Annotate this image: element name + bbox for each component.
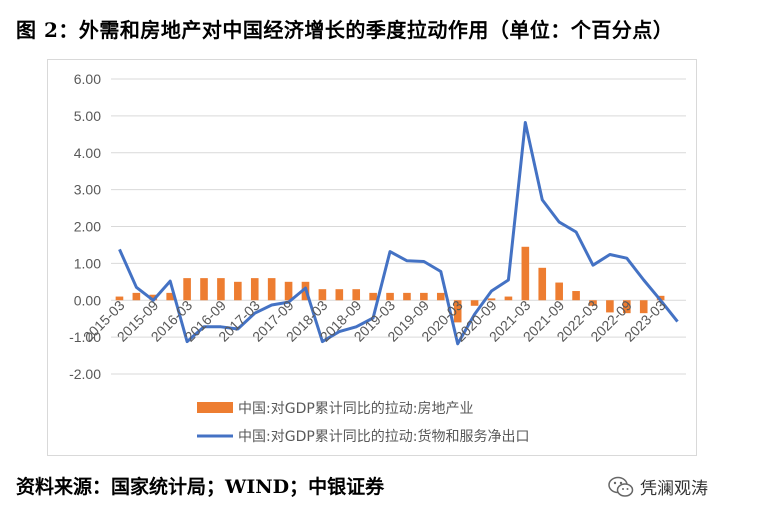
y-tick-label: 2.00 (74, 219, 101, 235)
bar (183, 278, 191, 301)
bar (250, 278, 259, 301)
bar (436, 292, 445, 301)
bar (589, 300, 597, 306)
bar (386, 292, 394, 301)
bar (132, 292, 141, 301)
bar (420, 292, 428, 301)
y-tick-label: 5.00 (74, 108, 101, 124)
bar (639, 300, 648, 314)
y-tick-label: 0.00 (74, 292, 101, 308)
watermark: 凭澜观涛 (608, 474, 708, 499)
bar (200, 278, 208, 301)
bar (487, 298, 496, 301)
series-line (118, 121, 679, 346)
y-tick-label: 3.00 (74, 182, 101, 198)
bar (217, 278, 225, 301)
bar (149, 294, 158, 301)
bar (318, 289, 327, 301)
wechat-icon (608, 476, 634, 497)
bar (572, 291, 580, 301)
bar (504, 296, 513, 301)
bar (234, 281, 242, 301)
bar (284, 281, 293, 301)
bar (267, 278, 276, 301)
bar (606, 300, 614, 313)
bar (115, 296, 124, 301)
legend-swatch-bar (197, 402, 233, 413)
y-tick-label: 6.00 (74, 71, 101, 87)
bar (403, 292, 411, 301)
bar (521, 246, 530, 301)
bar (369, 292, 377, 301)
y-tick-label: 4.00 (74, 145, 101, 161)
y-tick-label: -2.00 (69, 366, 101, 382)
source-note: 资料来源：国家统计局；WIND；中银证券 (16, 476, 385, 498)
y-tick-label: -1.00 (69, 329, 101, 345)
bar (453, 300, 462, 323)
bar (166, 292, 174, 301)
bar (623, 300, 631, 314)
chart-frame (47, 59, 697, 456)
legend-label-bar: 中国:对GDP累计同比的拉动:房地产业 (238, 401, 474, 417)
bar (538, 267, 547, 301)
bar (335, 289, 344, 301)
watermark-text: 凭澜观涛 (640, 479, 708, 499)
y-tick-label: 1.00 (74, 255, 101, 271)
legend-label-line: 中国:对GDP累计同比的拉动:货物和服务净出口 (238, 428, 530, 445)
bar (352, 289, 361, 301)
figure-title: 图 2：外需和房地产对中国经济增长的季度拉动作用（单位：个百分点） (16, 18, 674, 42)
bar (555, 282, 563, 301)
bar (470, 300, 479, 306)
